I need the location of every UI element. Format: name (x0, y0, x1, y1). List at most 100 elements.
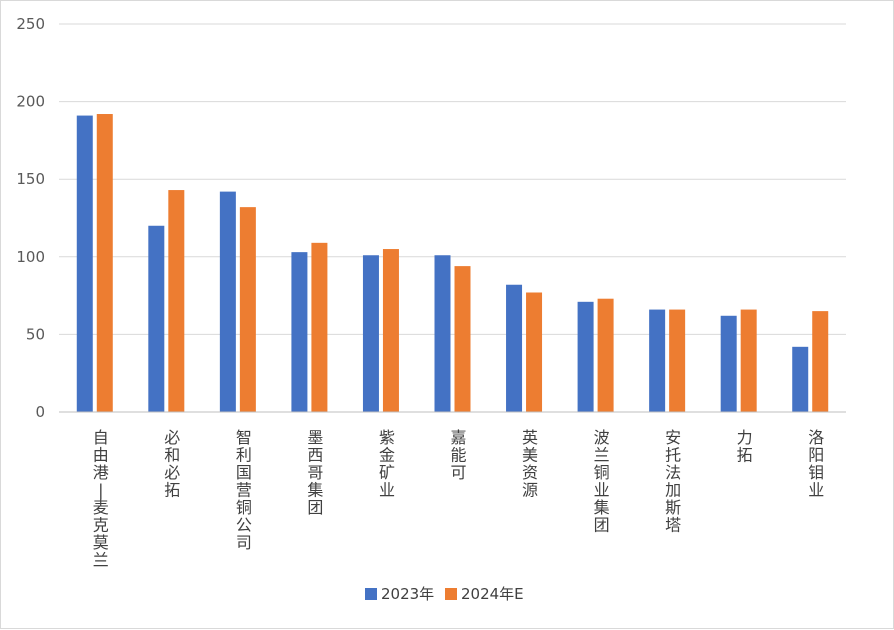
x-tick-label-char: 波 (594, 428, 610, 447)
x-tick-label-char: 兰 (93, 551, 109, 570)
x-tick-label-char: 智 (236, 428, 252, 447)
y-tick-label: 100 (16, 248, 45, 266)
x-tick-label-char: 铜 (236, 498, 252, 517)
x-tick-label-char: 洛 (808, 428, 824, 447)
bar-series-2 (526, 292, 543, 412)
x-tick-label-char: 英 (522, 428, 538, 447)
x-tick-label: 嘉能可 (450, 428, 466, 482)
x-tick-label-char: 集 (594, 498, 610, 517)
legend: 2023年 2024年E (365, 585, 524, 603)
bar-series-1 (148, 225, 165, 412)
bar-series-2 (740, 309, 757, 412)
x-tick-label-char: 西 (307, 446, 323, 465)
x-tick-label-char: 利 (236, 446, 252, 465)
bar-series-1 (506, 284, 523, 412)
legend-label: 2024年E (461, 585, 524, 603)
bar-series-1 (649, 309, 666, 412)
y-tick-label: 250 (16, 15, 45, 33)
legend-swatch (445, 588, 457, 600)
bar-series-1 (434, 255, 451, 412)
bar-series-2 (311, 242, 328, 412)
x-tick-label-char: 塔 (665, 516, 681, 535)
y-tick-label: 200 (16, 93, 45, 111)
x-tick-label-char: 营 (236, 481, 252, 500)
x-tick-label-char: 法 (665, 463, 681, 482)
x-tick-label: 墨西哥集团 (307, 428, 323, 517)
x-tick-label-char: | (98, 481, 103, 500)
x-tick-label-char: 由 (93, 446, 109, 465)
x-tick-label-char: 业 (594, 481, 610, 500)
x-tick-label: 安托法加斯塔 (665, 428, 681, 535)
x-tick-label-char: 团 (594, 516, 610, 535)
bar-series-2 (96, 114, 113, 413)
x-tick-label-char: 哥 (307, 463, 323, 482)
gridlines (59, 23, 846, 335)
x-tick-label-char: 加 (665, 481, 681, 500)
x-tick-label-char: 斯 (665, 498, 681, 517)
x-tick-label-char: 安 (665, 428, 681, 447)
bar-series-2 (382, 249, 399, 412)
x-axis-labels: 自由港|麦克莫兰必和必拓智利国营铜公司墨西哥集团紫金矿业嘉能可英美资源波兰铜业集… (93, 428, 824, 570)
x-tick-label-char: 莫 (93, 533, 109, 552)
x-tick-label-char: 克 (93, 516, 109, 535)
x-tick-label-char: 麦 (93, 498, 109, 517)
y-tick-label: 150 (16, 170, 45, 188)
y-axis-ticks: 0 50 100 150 200 250 (16, 15, 45, 421)
y-tick-label: 50 (26, 325, 45, 343)
x-tick-label: 洛阳钼业 (808, 428, 824, 500)
y-tick-label: 0 (35, 403, 45, 421)
bar-series-1 (577, 301, 594, 412)
legend-label: 2023年 (381, 585, 434, 603)
x-tick-label-char: 司 (236, 533, 252, 552)
x-tick-label-char: 源 (522, 481, 538, 500)
x-tick-label: 力拓 (737, 428, 753, 465)
x-tick-label-char: 资 (522, 463, 538, 482)
x-tick-label-char: 业 (379, 481, 395, 500)
x-tick-label-char: 阳 (808, 446, 824, 465)
x-tick-label-char: 铜 (594, 463, 610, 482)
bar-series-1 (76, 115, 93, 413)
x-tick-label-char: 必 (164, 428, 180, 447)
x-tick-label-char: 紫 (379, 428, 395, 447)
x-tick-label-char: 和 (164, 446, 180, 465)
bar-series-2 (168, 190, 185, 412)
x-tick-label: 紫金矿业 (379, 428, 395, 500)
x-tick-label-char: 自 (93, 428, 109, 447)
x-tick-label-char: 美 (522, 446, 538, 465)
x-tick-label-char: 能 (450, 446, 466, 465)
x-tick-label-char: 拓 (164, 481, 180, 500)
x-tick-label-char: 可 (450, 463, 466, 482)
bar-series-1 (362, 255, 379, 412)
bar-series-1 (219, 191, 236, 412)
x-tick-label-char: 集 (307, 481, 323, 500)
x-tick-label-char: 嘉 (450, 428, 466, 447)
bars (76, 114, 829, 413)
bar-series-1 (291, 252, 308, 412)
bar-series-1 (792, 346, 809, 412)
x-tick-label-char: 力 (737, 428, 753, 447)
x-tick-label-char: 拓 (737, 446, 753, 465)
bar-series-2 (812, 311, 829, 412)
x-tick-label-char: 团 (307, 498, 323, 517)
x-tick-label: 英美资源 (522, 428, 538, 500)
x-tick-label-char: 兰 (594, 446, 610, 465)
bar-series-2 (669, 309, 686, 412)
x-tick-label-char: 业 (808, 481, 824, 500)
x-tick-label: 智利国营铜公司 (236, 428, 252, 552)
legend-swatch (365, 588, 377, 600)
x-tick-label-char: 矿 (379, 463, 395, 482)
x-tick-label-char: 墨 (307, 428, 323, 447)
x-tick-label-char: 公 (236, 516, 252, 535)
bar-series-2 (239, 207, 256, 412)
bar-series-1 (720, 315, 737, 412)
x-tick-label-char: 托 (665, 446, 681, 465)
x-tick-label-char: 钼 (808, 463, 824, 482)
x-tick-label-char: 金 (379, 446, 395, 465)
bar-series-2 (597, 298, 614, 412)
x-tick-label: 波兰铜业集团 (594, 428, 610, 535)
x-tick-label-char: 国 (236, 463, 252, 482)
x-tick-label-char: 港 (93, 463, 109, 482)
bar-series-2 (454, 266, 471, 412)
